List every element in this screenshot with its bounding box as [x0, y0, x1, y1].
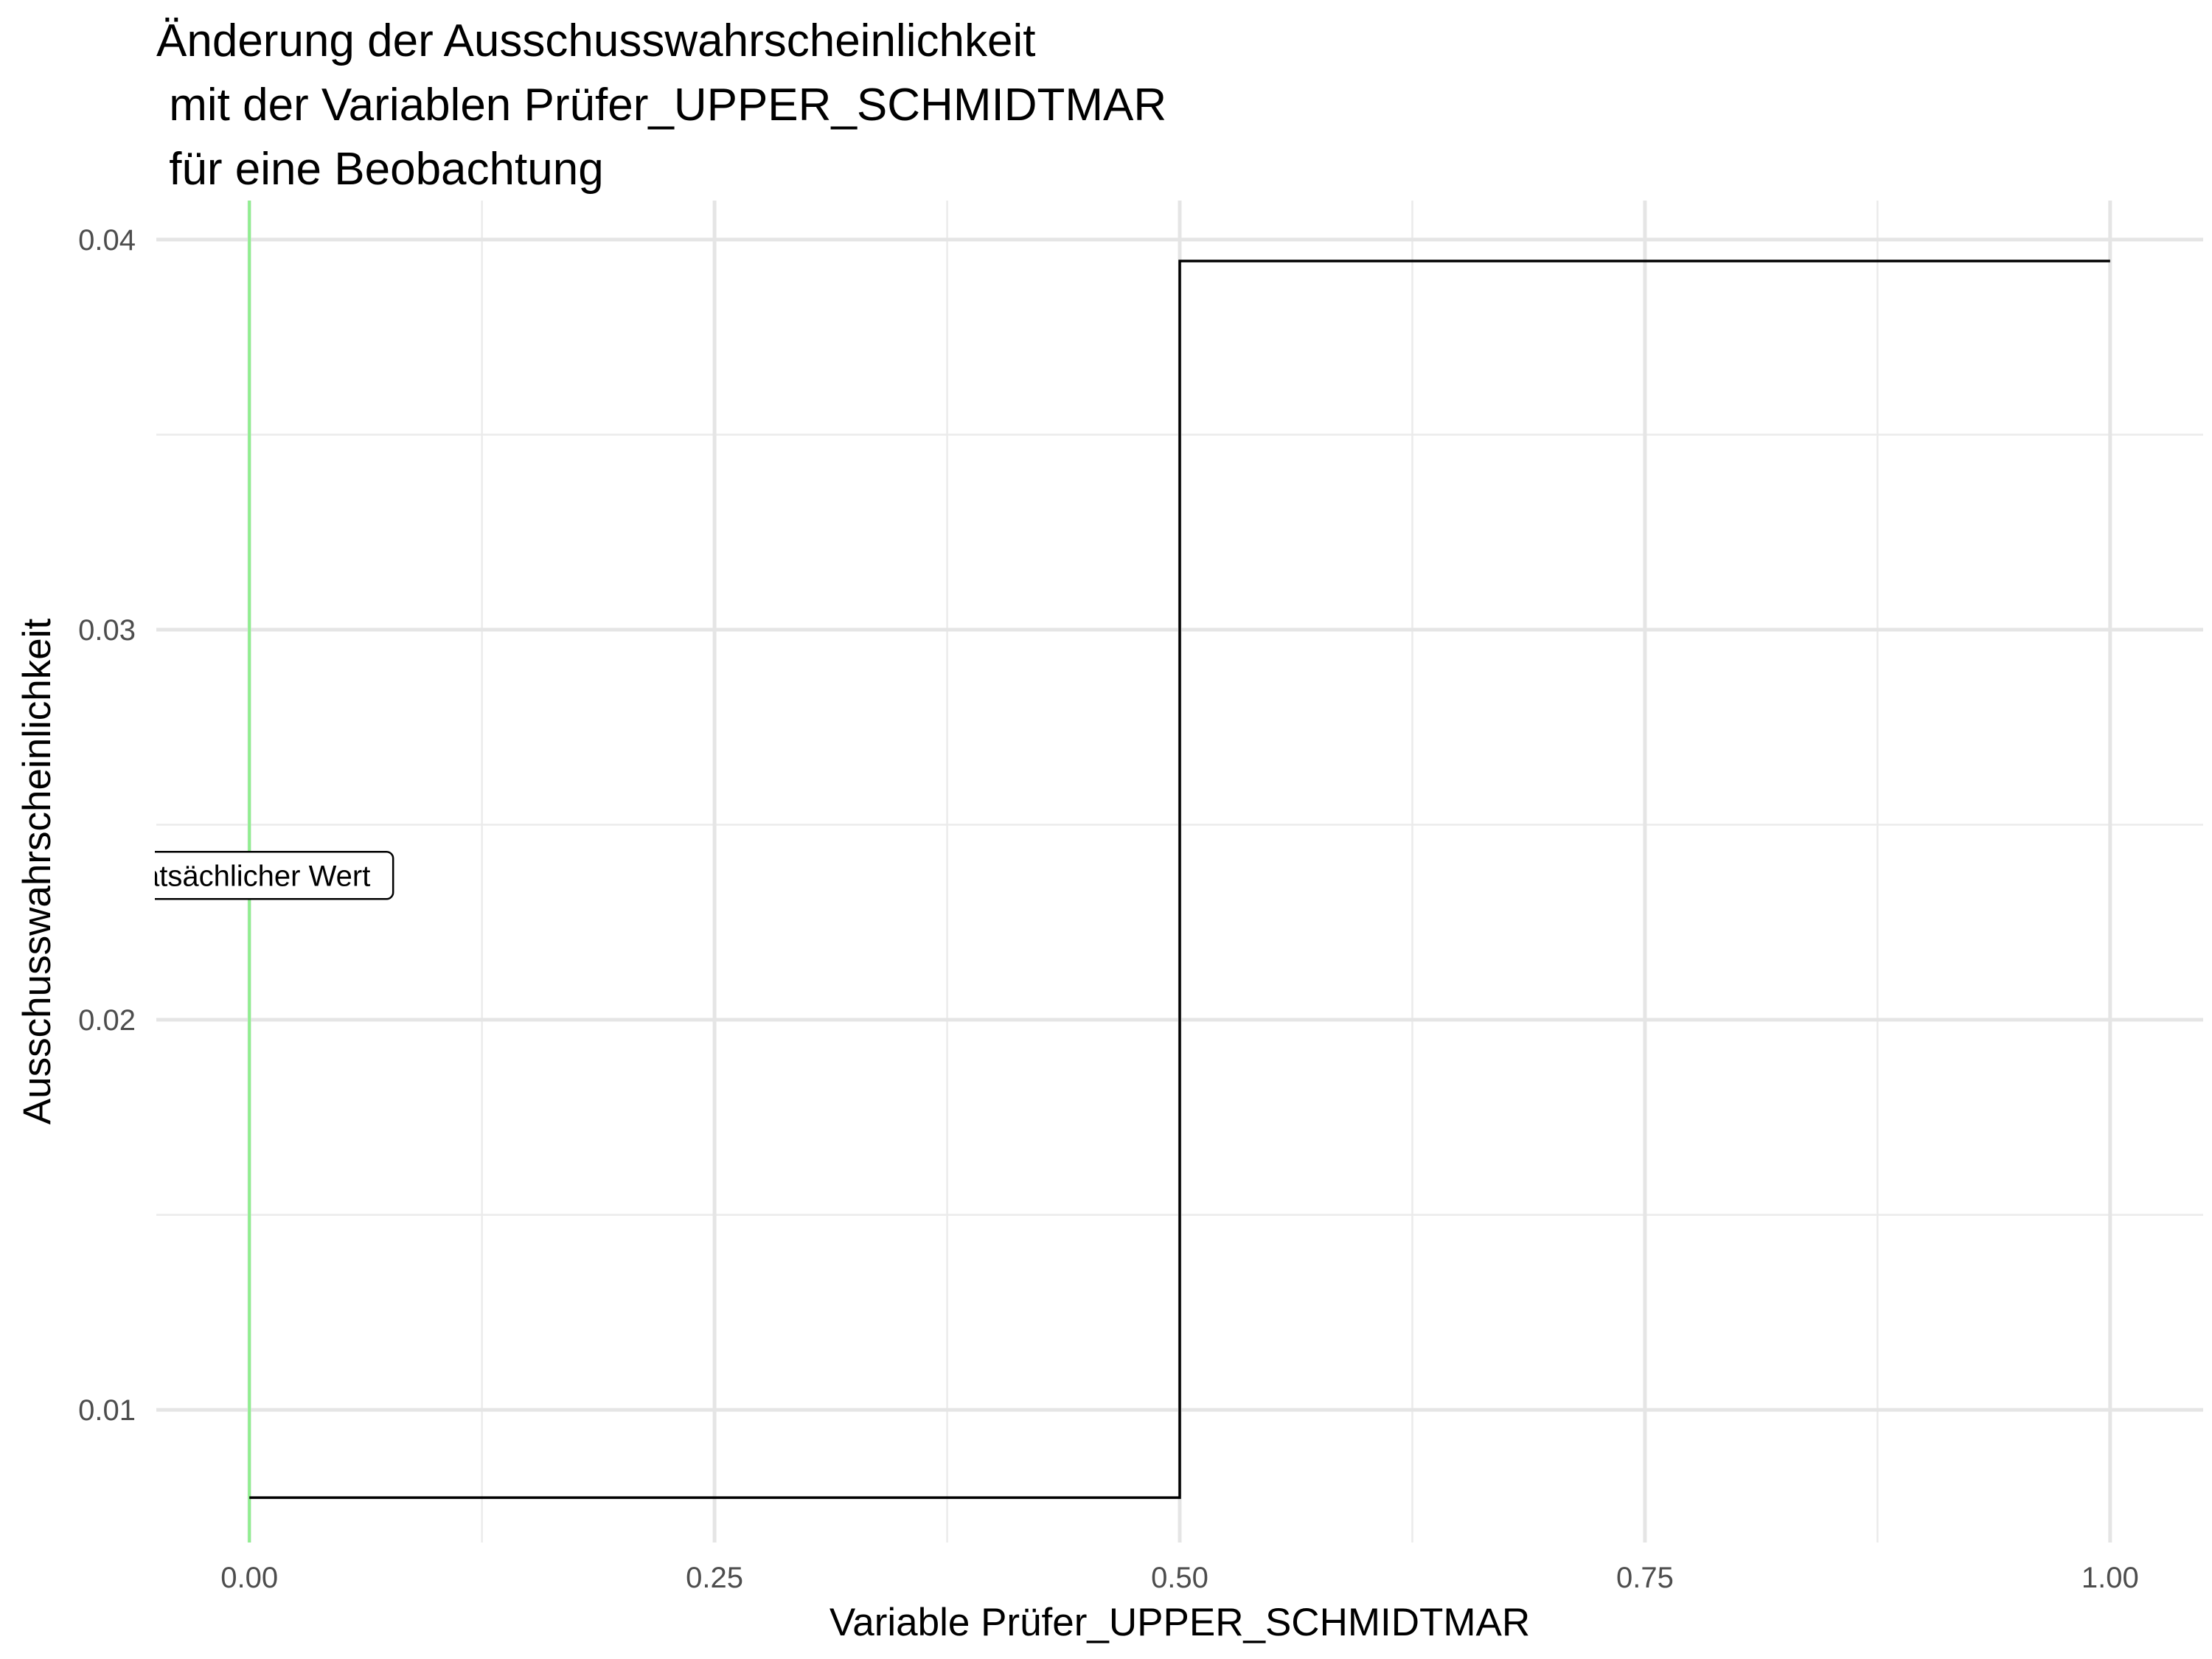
title-line-1: mit der Variablen Prüfer_UPPER_SCHMIDTMA…	[156, 80, 1166, 131]
title-line-0: Änderung der Ausschusswahrscheinlichkeit	[156, 15, 1035, 66]
reference-label: Tatsächlicher Wert	[128, 851, 394, 900]
series-group	[249, 260, 2110, 1499]
reference-label-text: Tatsächlicher Wert	[128, 860, 370, 892]
reference-line-group: Tatsächlicher Wert	[128, 201, 394, 1543]
reference-label-box	[155, 851, 394, 900]
chart-title: Änderung der Ausschusswahrscheinlichkeit…	[156, 15, 1166, 195]
x-tick-label: 1.00	[2081, 1562, 2139, 1594]
x-axis-title: Variable Prüfer_UPPER_SCHMIDTMAR	[830, 1601, 1530, 1644]
y-tick-label: 0.04	[78, 224, 136, 257]
x-tick-labels: 0.00 0.25 0.50 0.75 1.00	[220, 1562, 2138, 1594]
y-axis-title: Ausschusswahrscheinlichkeit	[15, 619, 59, 1125]
x-tick-label: 0.25	[686, 1562, 743, 1594]
y-tick-label: 0.03	[78, 614, 136, 647]
y-tick-label: 0.02	[78, 1004, 136, 1037]
x-tick-label: 0.00	[220, 1562, 278, 1594]
series-line-0	[249, 260, 2110, 1499]
x-tick-label: 0.75	[1616, 1562, 1674, 1594]
x-tick-label: 0.50	[1151, 1562, 1208, 1594]
y-tick-label: 0.01	[78, 1394, 136, 1427]
title-line-2: für eine Beobachtung	[156, 144, 604, 195]
y-tick-labels: 0.01 0.02 0.03 0.04	[78, 224, 136, 1427]
